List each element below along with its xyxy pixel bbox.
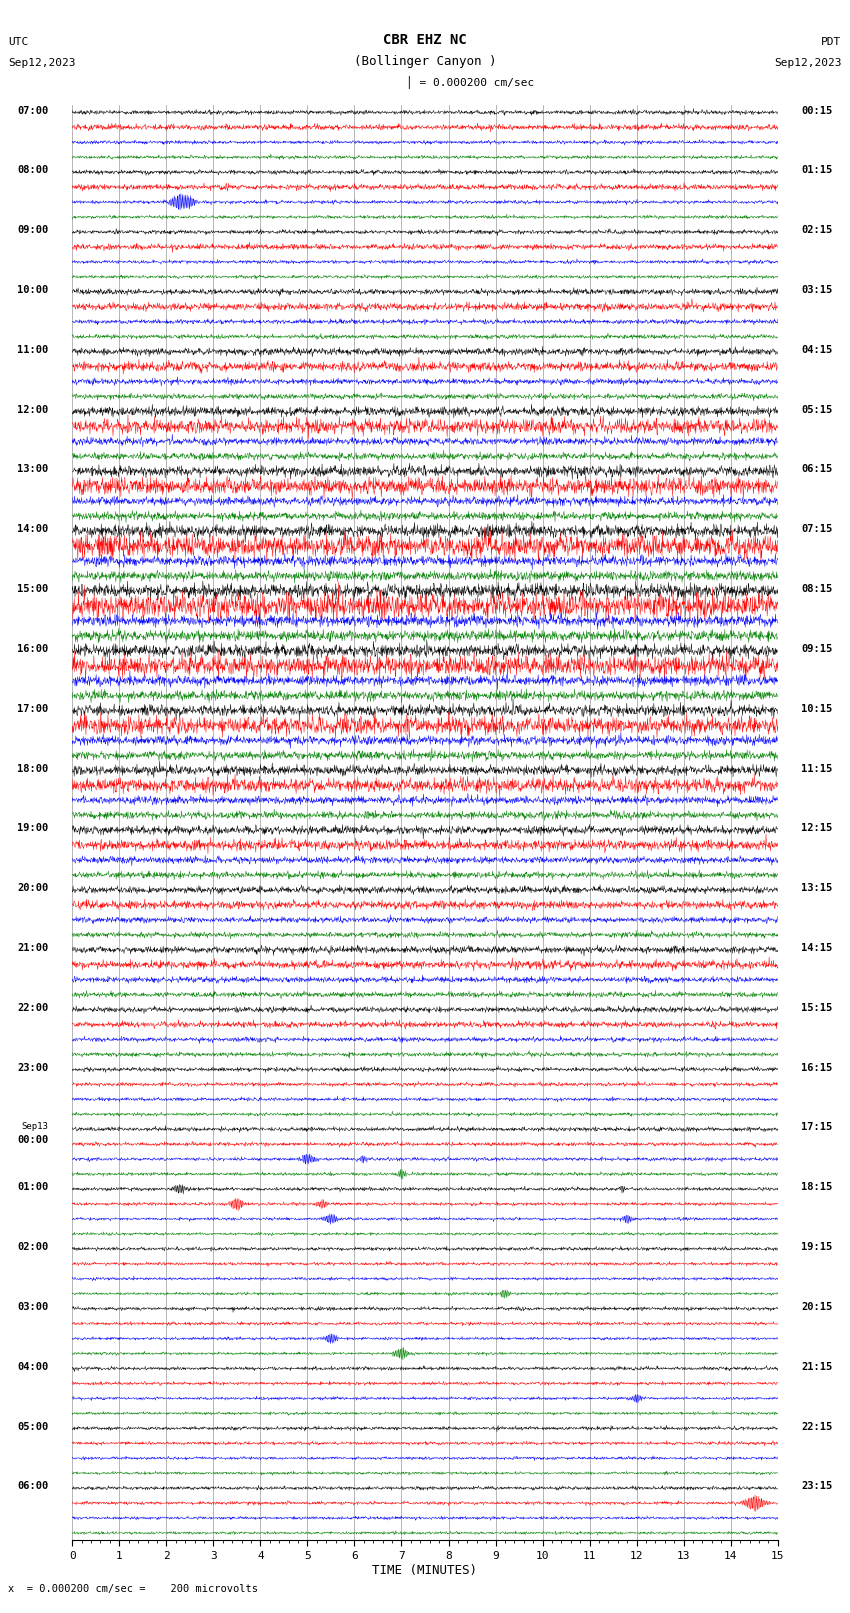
Text: 04:15: 04:15 (802, 345, 832, 355)
Text: 23:15: 23:15 (802, 1481, 832, 1492)
Text: 12:15: 12:15 (802, 823, 832, 834)
Text: 00:15: 00:15 (802, 105, 832, 116)
Text: 16:00: 16:00 (18, 644, 48, 653)
Text: 21:15: 21:15 (802, 1361, 832, 1371)
Text: 15:00: 15:00 (18, 584, 48, 594)
Text: Sep12,2023: Sep12,2023 (774, 58, 842, 68)
Text: 11:00: 11:00 (18, 345, 48, 355)
Text: (Bollinger Canyon ): (Bollinger Canyon ) (354, 55, 496, 68)
Text: 04:00: 04:00 (18, 1361, 48, 1371)
X-axis label: TIME (MINUTES): TIME (MINUTES) (372, 1563, 478, 1576)
Text: 18:00: 18:00 (18, 763, 48, 774)
Text: 16:15: 16:15 (802, 1063, 832, 1073)
Text: 14:15: 14:15 (802, 944, 832, 953)
Text: 05:15: 05:15 (802, 405, 832, 415)
Text: 02:00: 02:00 (18, 1242, 48, 1252)
Text: CBR EHZ NC: CBR EHZ NC (383, 32, 467, 47)
Text: 10:00: 10:00 (18, 286, 48, 295)
Text: 01:15: 01:15 (802, 166, 832, 176)
Text: 17:15: 17:15 (802, 1123, 832, 1132)
Text: 22:00: 22:00 (18, 1003, 48, 1013)
Text: 20:15: 20:15 (802, 1302, 832, 1311)
Text: UTC: UTC (8, 37, 29, 47)
Text: 07:00: 07:00 (18, 105, 48, 116)
Text: 06:15: 06:15 (802, 465, 832, 474)
Text: 07:15: 07:15 (802, 524, 832, 534)
Text: 19:15: 19:15 (802, 1242, 832, 1252)
Text: 09:00: 09:00 (18, 226, 48, 235)
Text: 06:00: 06:00 (18, 1481, 48, 1492)
Text: 21:00: 21:00 (18, 944, 48, 953)
Text: Sep12,2023: Sep12,2023 (8, 58, 76, 68)
Text: 09:15: 09:15 (802, 644, 832, 653)
Text: │ = 0.000200 cm/sec: │ = 0.000200 cm/sec (406, 76, 535, 89)
Text: 11:15: 11:15 (802, 763, 832, 774)
Text: 03:15: 03:15 (802, 286, 832, 295)
Text: 17:00: 17:00 (18, 703, 48, 713)
Text: PDT: PDT (821, 37, 842, 47)
Text: 15:15: 15:15 (802, 1003, 832, 1013)
Text: 03:00: 03:00 (18, 1302, 48, 1311)
Text: 00:00: 00:00 (18, 1136, 48, 1145)
Text: 12:00: 12:00 (18, 405, 48, 415)
Text: 18:15: 18:15 (802, 1182, 832, 1192)
Text: 22:15: 22:15 (802, 1421, 832, 1431)
Text: 19:00: 19:00 (18, 823, 48, 834)
Text: 13:15: 13:15 (802, 884, 832, 894)
Text: 02:15: 02:15 (802, 226, 832, 235)
Text: 20:00: 20:00 (18, 884, 48, 894)
Text: 14:00: 14:00 (18, 524, 48, 534)
Text: x  = 0.000200 cm/sec =    200 microvolts: x = 0.000200 cm/sec = 200 microvolts (8, 1584, 258, 1594)
Text: 08:00: 08:00 (18, 166, 48, 176)
Text: 13:00: 13:00 (18, 465, 48, 474)
Text: 23:00: 23:00 (18, 1063, 48, 1073)
Text: 01:00: 01:00 (18, 1182, 48, 1192)
Text: Sep13: Sep13 (22, 1123, 48, 1131)
Text: 10:15: 10:15 (802, 703, 832, 713)
Text: 05:00: 05:00 (18, 1421, 48, 1431)
Text: 08:15: 08:15 (802, 584, 832, 594)
